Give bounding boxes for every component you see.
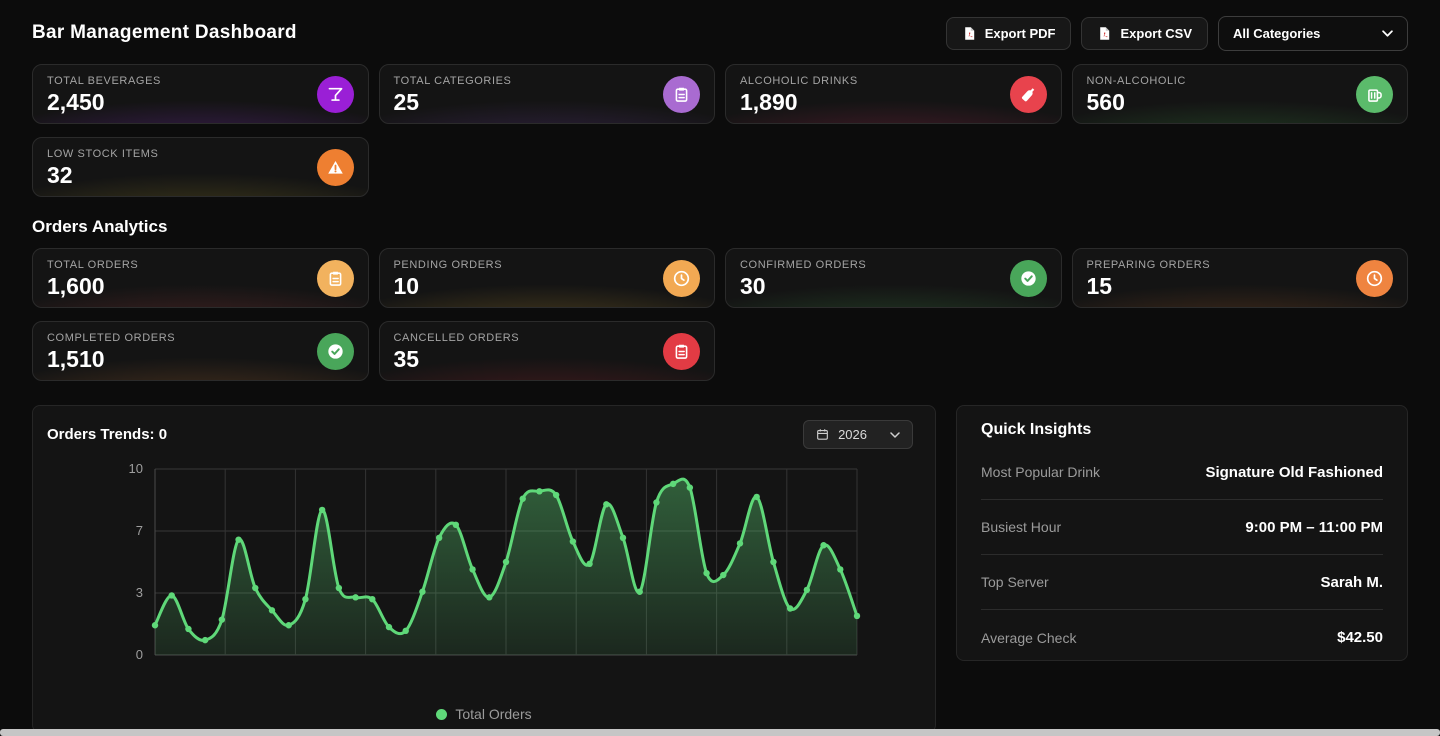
- stat-label: TOTAL ORDERS: [47, 258, 139, 271]
- stat-value: 30: [740, 272, 766, 299]
- legend-label: Total Orders: [455, 706, 532, 722]
- insight-row-busiest-hour: Busiest Hour 9:00 PM – 11:00 PM: [981, 500, 1383, 555]
- stat-label: TOTAL CATEGORIES: [393, 74, 512, 87]
- section-title-orders-analytics: Orders Analytics: [32, 217, 168, 236]
- stat-label: COMPLETED ORDERS: [47, 331, 176, 344]
- stat-card-alcoholic-drinks: ALCOHOLIC DRINKS 1,890: [725, 64, 1062, 124]
- insight-row-top-server: Top Server Sarah M.: [981, 555, 1383, 610]
- year-select-value: 2026: [838, 427, 867, 442]
- insight-value: Signature Old Fashioned: [1205, 463, 1383, 481]
- export-csv-label: Export CSV: [1120, 25, 1192, 41]
- calendar-icon: [816, 428, 829, 441]
- stat-value: 35: [393, 345, 420, 372]
- stat-card-confirmed-orders: CONFIRMED ORDERS 30: [725, 248, 1062, 308]
- bottom-row: Orders Trends: 0 2026 0 3 7 10 Total Orders: [32, 405, 1408, 733]
- stat-value: 1,510: [47, 345, 105, 372]
- insight-value: Sarah M.: [1320, 573, 1383, 591]
- orders-trends-line-chart: 0 3 7 10: [129, 461, 861, 662]
- beer-mug-icon: [1356, 75, 1393, 113]
- svg-text:10: 10: [129, 461, 143, 476]
- stat-label: CONFIRMED ORDERS: [740, 258, 867, 271]
- insight-row-average-check: Average Check $42.50: [981, 610, 1383, 665]
- stat-card-preparing-orders: PREPARING ORDERS 15: [1071, 248, 1408, 308]
- year-select[interactable]: 2026: [803, 420, 913, 449]
- stat-label: PENDING ORDERS: [393, 258, 503, 271]
- export-pdf-label: Export PDF: [984, 25, 1056, 41]
- stat-card-non-alcoholic: NON-ALCOHOLIC 560: [1071, 64, 1408, 124]
- stat-value: 32: [47, 161, 73, 188]
- stat-value: 2,450: [47, 88, 105, 115]
- stat-label: TOTAL BEVERAGES: [47, 74, 161, 87]
- svg-text:3: 3: [136, 585, 143, 600]
- clipboard-icon: [316, 259, 354, 297]
- check-circle-icon: [1009, 259, 1047, 297]
- horizontal-scrollbar[interactable]: [0, 729, 1440, 736]
- stat-label: ALCOHOLIC DRINKS: [740, 74, 858, 87]
- stat-value: 10: [393, 272, 420, 299]
- stat-card-total-orders: TOTAL ORDERS 1,600: [32, 248, 369, 308]
- export-csv-button[interactable]: Export CSV: [1081, 16, 1208, 50]
- stat-value: 560: [1086, 88, 1125, 115]
- stat-card-total-categories: TOTAL CATEGORIES 25: [378, 64, 715, 124]
- page-title: Bar Management Dashboard: [32, 22, 297, 43]
- stat-label: LOW STOCK ITEMS: [47, 147, 159, 160]
- quick-insights-title: Quick Insights: [981, 421, 1092, 438]
- pdf-file-icon: [1097, 26, 1112, 41]
- chevron-down-icon: [890, 431, 900, 438]
- check-circle-icon: [316, 332, 354, 370]
- clipboard-icon: [663, 332, 700, 370]
- chart-legend[interactable]: Total Orders: [43, 706, 925, 722]
- svg-text:7: 7: [136, 523, 143, 538]
- stat-value: 1,890: [740, 88, 798, 115]
- stat-value: 1,600: [47, 272, 105, 299]
- clipboard-icon: [663, 75, 700, 113]
- orders-trends-chart-card: Orders Trends: 0 2026 0 3 7 10 Total Orders: [32, 405, 936, 733]
- quick-insights-card: Quick Insights Most Popular Drink Signat…: [956, 405, 1408, 661]
- clock-icon: [1356, 259, 1393, 297]
- insight-label: Top Server: [981, 574, 1049, 590]
- stat-card-total-beverages: TOTAL BEVERAGES 2,450: [32, 64, 369, 124]
- stat-label: NON-ALCOHOLIC: [1086, 74, 1186, 87]
- category-filter-value: All Categories: [1233, 25, 1321, 41]
- martini-glass-icon: [316, 75, 354, 113]
- legend-marker-total-orders: [436, 708, 448, 720]
- stat-card-completed-orders: COMPLETED ORDERS 1,510: [32, 321, 369, 381]
- stat-value: 15: [1086, 272, 1113, 299]
- header-actions: Export PDF Export CSV All Categories: [945, 15, 1408, 51]
- stat-label: CANCELLED ORDERS: [393, 331, 520, 344]
- chevron-down-icon: [1382, 29, 1393, 37]
- insight-label: Busiest Hour: [981, 519, 1062, 535]
- bottle-icon: [1009, 75, 1047, 113]
- insight-label: Most Popular Drink: [981, 464, 1101, 480]
- svg-text:0: 0: [136, 647, 143, 662]
- insight-label: Average Check: [981, 629, 1077, 646]
- header: Bar Management Dashboard Export PDF Expo…: [32, 14, 1408, 52]
- warning-icon: [316, 148, 354, 186]
- export-pdf-button[interactable]: Export PDF: [945, 16, 1072, 50]
- stat-value: 25: [393, 88, 420, 115]
- stat-card-pending-orders: PENDING ORDERS 10: [378, 248, 715, 308]
- insight-value: $42.50: [1337, 629, 1383, 646]
- clock-icon: [663, 259, 700, 297]
- stat-card-cancelled-orders: CANCELLED ORDERS 35: [378, 321, 715, 381]
- stat-label: PREPARING ORDERS: [1086, 258, 1211, 271]
- pdf-file-icon: [962, 26, 977, 41]
- inventory-stats-grid: TOTAL BEVERAGES 2,450 TOTAL CATEGORIES 2…: [32, 64, 1408, 197]
- insight-value: 9:00 PM – 11:00 PM: [1245, 518, 1383, 536]
- stat-card-low-stock-items: LOW STOCK ITEMS 32: [32, 137, 369, 197]
- category-filter-select[interactable]: All Categories: [1218, 15, 1408, 51]
- insight-row-most-popular-drink: Most Popular Drink Signature Old Fashion…: [981, 445, 1383, 500]
- chart-title: Orders Trends: 0: [47, 426, 168, 443]
- orders-stats-grid: TOTAL ORDERS 1,600 PENDING ORDERS 10 CON…: [32, 248, 1408, 381]
